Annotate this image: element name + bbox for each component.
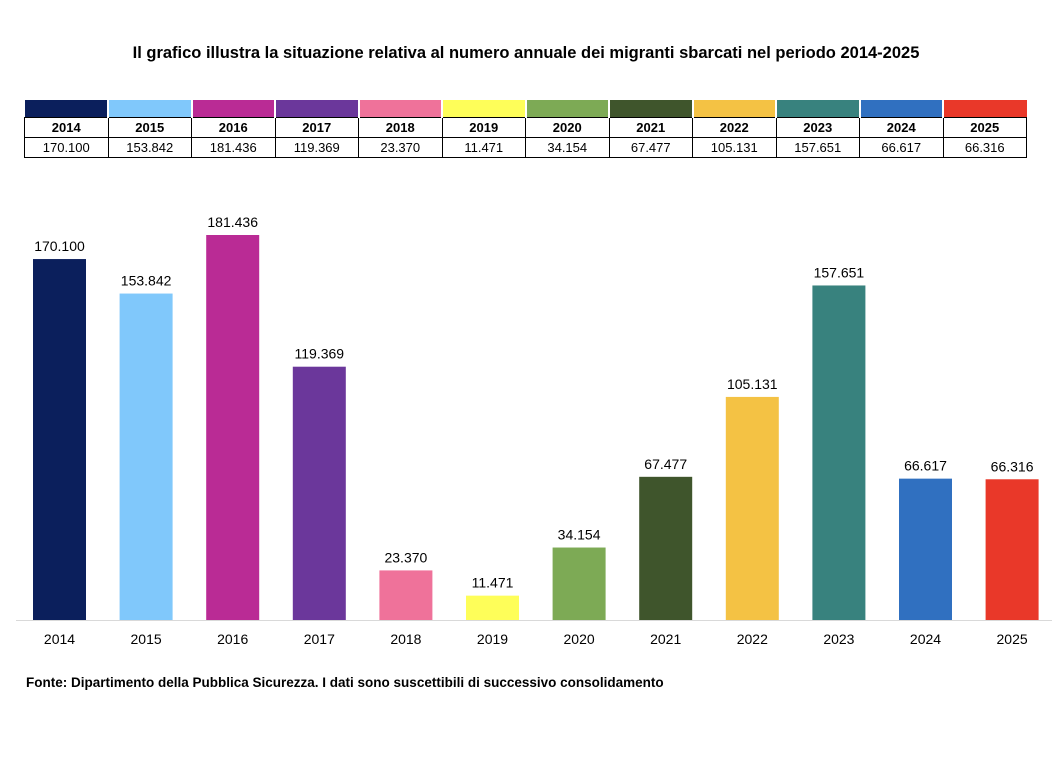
data-label: 170.100: [34, 238, 85, 254]
data-label: 157.651: [814, 264, 865, 280]
legend-value: 67.477: [608, 137, 693, 158]
legend-year-row: 2014 2015 2016 2017 2018 2019 2020 2021 2022 2023…: [24, 117, 1027, 138]
legend-value: 153.842: [107, 137, 192, 158]
x-tick-label: 2016: [217, 631, 248, 647]
x-tick-label: 2023: [823, 631, 854, 647]
bar-2015: [119, 293, 173, 620]
legend-year: 2017: [274, 117, 359, 138]
bar-2023: [812, 285, 866, 620]
bar-2016: [206, 235, 260, 620]
legend-year: 2021: [608, 117, 693, 138]
legend-table: 2014 2015 2016 2017 2018 2019 2020 2021 2022 2023…: [24, 100, 1027, 158]
legend-year: 2018: [358, 117, 443, 138]
chart-title: Il grafico illustra la situazione relati…: [132, 44, 920, 62]
legend-swatch: [524, 100, 610, 118]
legend-year: 2019: [441, 117, 526, 138]
legend-year: 2016: [191, 117, 276, 138]
legend-swatch: [24, 100, 109, 118]
bar-2022: [725, 396, 779, 620]
data-label: 105.131: [727, 376, 778, 392]
legend-swatch: [357, 100, 443, 118]
legend-value: 105.131: [692, 137, 777, 158]
data-label: 11.471: [472, 575, 514, 591]
bar-2025: [985, 479, 1039, 620]
legend-swatch-row: [24, 100, 1027, 118]
legend-year: 2015: [107, 117, 192, 138]
bar-2024: [899, 478, 952, 620]
legend-swatch: [691, 100, 777, 118]
legend-value: 34.154: [525, 137, 610, 158]
x-tick-label: 2015: [131, 631, 162, 647]
x-tick-label: 2019: [477, 631, 508, 647]
data-label: 119.369: [295, 346, 345, 362]
bar-2020: [552, 547, 606, 620]
x-tick-label: 2021: [650, 631, 681, 647]
legend-swatch: [858, 100, 944, 118]
legend-swatch: [942, 100, 1027, 118]
legend-swatch: [608, 100, 694, 118]
data-label: 153.842: [121, 273, 172, 289]
x-tick-label: 2017: [304, 631, 335, 647]
bar-chart: 170.100 2014 153.842 2015 181.436 2016 119.369…: [16, 214, 1052, 647]
legend-value: 11.471: [441, 137, 526, 158]
legend-swatch: [190, 100, 276, 118]
x-tick-label: 2025: [997, 631, 1028, 647]
legend-value-row: 170.100 153.842 181.436 119.369 23.370 11.471…: [24, 137, 1027, 158]
bar-2019: [466, 595, 519, 620]
source-note: Fonte: Dipartimento della Pubblica Sicur…: [26, 675, 664, 690]
bar-2014: [33, 259, 86, 620]
legend-year: 2025: [942, 117, 1027, 138]
data-label: 181.436: [207, 214, 258, 230]
legend-swatch: [274, 100, 360, 118]
legend-year: 2022: [692, 117, 777, 138]
legend-year: 2024: [859, 117, 944, 138]
legend-value: 181.436: [191, 137, 276, 158]
legend-value: 23.370: [358, 137, 443, 158]
data-label: 67.477: [644, 456, 687, 472]
legend-value: 66.316: [942, 137, 1027, 158]
x-tick-label: 2018: [390, 631, 421, 647]
legend-year: 2014: [24, 117, 109, 138]
legend-value: 119.369: [274, 137, 359, 158]
data-label: 66.316: [991, 458, 1034, 474]
x-tick-label: 2022: [737, 631, 768, 647]
x-tick-label: 2024: [910, 631, 941, 647]
bar-2017: [292, 366, 346, 620]
legend-value: 157.651: [775, 137, 860, 158]
legend-year: 2020: [525, 117, 610, 138]
data-label: 23.370: [384, 549, 427, 565]
bar-2018: [379, 570, 433, 620]
legend-swatch: [441, 100, 527, 118]
x-tick-label: 2014: [44, 631, 75, 647]
data-label: 34.154: [558, 527, 601, 543]
legend-year: 2023: [775, 117, 860, 138]
legend-swatch: [107, 100, 193, 118]
data-label: 66.617: [904, 458, 947, 474]
legend-value: 66.617: [859, 137, 944, 158]
bar-2021: [639, 476, 693, 620]
x-tick-label: 2020: [564, 631, 595, 647]
legend-value: 170.100: [24, 137, 109, 158]
legend-swatch: [775, 100, 861, 118]
